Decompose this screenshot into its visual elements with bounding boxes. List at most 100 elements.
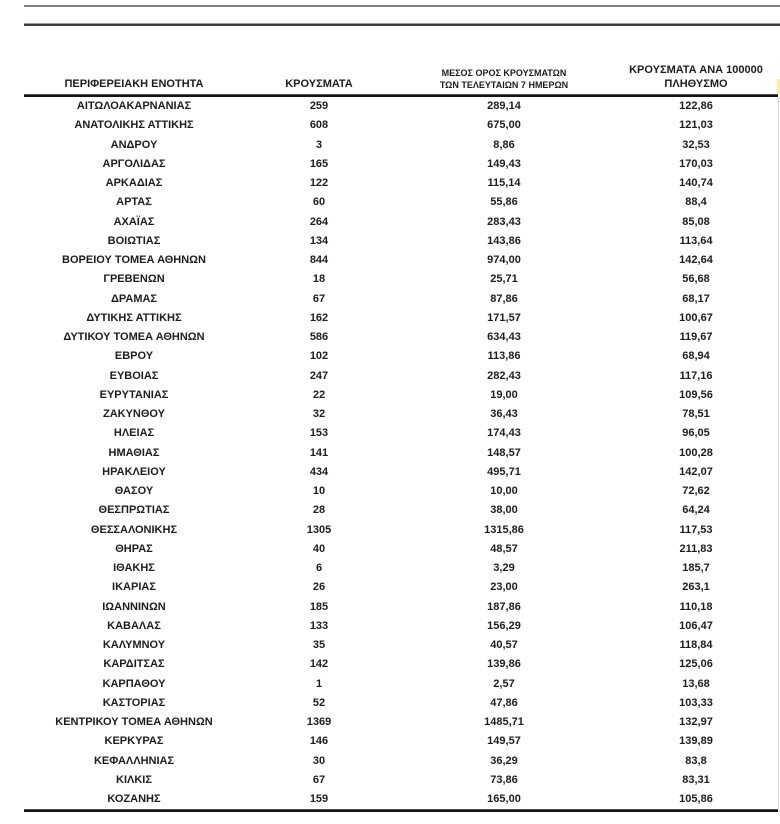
column-header-7day-average: ΜΕΣΟΣ ΟΡΟΣ ΚΡΟΥΣΜΑΤΩΝ ΤΩΝ ΤΕΛΕΥΤΑΙΩΝ 7 Η… — [439, 68, 569, 90]
region-name-cell: ΘΕΣΠΡΩΤΙΑΣ — [98, 504, 170, 517]
region-name-cell: ΑΡΤΑΣ — [116, 196, 152, 209]
avg-7day-cell: 187,86 — [487, 600, 521, 613]
avg-7day-cell: 10,00 — [490, 485, 518, 497]
table-row: ΚΑΛΥΜΝΟΥ 35 40,57 118,84 — [24, 636, 778, 655]
per-100000-cell: 72,62 — [682, 485, 710, 497]
region-name-cell: ΚΑΒΑΛΑΣ — [107, 619, 161, 632]
table-row: ΚΕΦΑΛΛΗΝΙΑΣ 30 36,29 83,8 — [24, 752, 778, 771]
cases-cell: 844 — [309, 254, 329, 266]
cases-cell: 434 — [309, 465, 329, 478]
cases-cell: 134 — [309, 234, 329, 247]
table-row: ΚΑΣΤΟΡΙΑΣ 52 47,86 103,33 — [24, 694, 778, 713]
cases-cell: 146 — [309, 735, 329, 748]
table-row: ΚΑΒΑΛΑΣ 133 156,29 106,47 — [24, 617, 778, 636]
region-name-cell: ΚΑΡΔΙΤΣΑΣ — [103, 658, 165, 671]
table-row: ΔΡΑΜΑΣ 67 87,86 68,17 — [24, 290, 778, 309]
per-100000-cell: 121,03 — [679, 119, 713, 132]
avg-7day-cell: 149,43 — [487, 157, 521, 170]
region-name-cell: ΗΜΑΘΙΑΣ — [108, 446, 160, 459]
per-100000-cell: 106,47 — [679, 619, 713, 632]
cases-cell: 22 — [312, 388, 326, 401]
per-100000-cell: 122,86 — [679, 100, 713, 112]
avg-7day-cell: 974,00 — [487, 254, 521, 266]
top-rule-thin — [24, 5, 780, 7]
per-100000-cell: 142,64 — [679, 254, 713, 266]
region-name-cell: ΔΥΤΙΚΗΣ ΑΤΤΙΚΗΣ — [86, 311, 182, 324]
region-name-cell: ΑΝΑΤΟΛΙΚΗΣ ΑΤΤΙΚΗΣ — [74, 119, 194, 132]
avg-7day-cell: 73,86 — [490, 773, 518, 786]
avg-7day-cell: 113,86 — [487, 350, 521, 363]
table-row: ΘΕΣΠΡΩΤΙΑΣ 28 38,00 64,24 — [24, 501, 778, 520]
table-row: ΖΑΚΥΝΘΟΥ 32 36,43 78,51 — [24, 405, 778, 424]
avg-7day-cell: 1315,86 — [484, 523, 524, 536]
avg-7day-cell: 19,00 — [490, 388, 518, 401]
table-row: ΘΑΣΟΥ 10 10,00 72,62 — [24, 482, 778, 501]
per-100000-cell: 170,03 — [679, 157, 713, 170]
column-header-cases: ΚΡΟΥΣΜΑΤΑ — [285, 78, 353, 90]
region-name-cell: ΕΒΡΟΥ — [114, 350, 154, 363]
table-row: ΑΙΤΩΛΟΑΚΑΡΝΑΝΙΑΣ 259 289,14 122,86 — [24, 97, 778, 116]
region-name-cell: ΘΗΡΑΣ — [115, 542, 153, 555]
cases-cell: 1 — [315, 677, 323, 690]
cases-cell: 608 — [309, 119, 329, 132]
avg-7day-cell: 495,71 — [487, 465, 521, 478]
per-100000-cell: 140,74 — [679, 177, 713, 189]
avg-7day-cell: 25,71 — [490, 273, 518, 286]
table-row: ΒΟΡΕΙΟΥ ΤΟΜΕΑ ΑΘΗΝΩΝ 844 974,00 142,64 — [24, 251, 778, 270]
table-row: ΒΟΙΩΤΙΑΣ 134 143,86 113,64 — [24, 232, 778, 251]
cases-cell: 30 — [312, 754, 326, 767]
region-name-cell: ΔΡΑΜΑΣ — [110, 292, 158, 305]
region-name-cell: ΚΑΛΥΜΝΟΥ — [102, 639, 166, 651]
per-100000-cell: 110,18 — [679, 600, 713, 613]
per-100000-cell: 56,68 — [682, 273, 710, 286]
avg-7day-cell: 634,43 — [487, 331, 521, 343]
cases-cell: 142 — [309, 658, 329, 671]
region-name-cell: ΚΑΣΤΟΡΙΑΣ — [102, 696, 166, 709]
cases-cell: 247 — [309, 369, 329, 382]
region-name-cell: ΘΕΣΣΑΛΟΝΙΚΗΣ — [90, 523, 178, 536]
avg-7day-cell: 8,86 — [493, 138, 515, 151]
avg-7day-cell: 283,43 — [487, 215, 521, 228]
per-100000-cell: 85,08 — [682, 215, 710, 228]
per-100000-cell: 105,86 — [679, 793, 713, 805]
avg-7day-cell: 48,57 — [490, 542, 518, 555]
region-name-cell: ΘΑΣΟΥ — [114, 485, 154, 497]
table-row: ΑΡΓΟΛΙΔΑΣ 165 149,43 170,03 — [24, 155, 778, 174]
region-name-cell: ΑΝΔΡΟΥ — [110, 138, 158, 151]
cases-cell: 159 — [309, 793, 329, 805]
top-rule-thick — [24, 23, 780, 26]
header-rule — [24, 94, 778, 97]
per-100000-cell: 119,67 — [679, 331, 713, 343]
per-100000-cell: 96,05 — [682, 427, 710, 440]
per-100000-cell: 185,7 — [682, 562, 710, 574]
cases-cell: 60 — [312, 196, 326, 209]
avg-7day-cell: 36,43 — [490, 408, 518, 420]
per-100000-cell: 100,28 — [679, 446, 713, 459]
column-header-per-100000: ΚΡΟΥΣΜΑΤΑ ΑΝΑ 100000 ΠΛΗΘΥΣΜΟ — [629, 64, 763, 90]
cases-cell: 32 — [312, 408, 326, 420]
region-name-cell: ΙΚΑΡΙΑΣ — [112, 581, 156, 594]
avg-7day-cell: 47,86 — [490, 696, 518, 709]
table-row: ΑΡΚΑΔΙΑΣ 122 115,14 140,74 — [24, 174, 778, 193]
per-100000-cell: 118,84 — [679, 639, 713, 651]
avg-7day-cell: 282,43 — [487, 369, 521, 382]
region-name-cell: ΔΥΤΙΚΟΥ ΤΟΜΕΑ ΑΘΗΝΩΝ — [63, 331, 205, 343]
region-name-cell: ΗΡΑΚΛΕΙΟΥ — [102, 465, 166, 478]
column-header-region: ΠΕΡΙΦΕΡΕΙΑΚΗ ΕΝΟΤΗΤΑ — [64, 78, 204, 90]
table-row: ΔΥΤΙΚΗΣ ΑΤΤΙΚΗΣ 162 171,57 100,67 — [24, 309, 778, 328]
per-100000-cell: 263,1 — [682, 581, 710, 594]
cases-cell: 1369 — [306, 716, 332, 728]
table-row: ΕΒΡΟΥ 102 113,86 68,94 — [24, 347, 778, 366]
region-name-cell: ΚΟΖΑΝΗΣ — [107, 793, 161, 805]
region-name-cell: ΑΡΓΟΛΙΔΑΣ — [102, 157, 166, 170]
avg-7day-cell: 87,86 — [490, 292, 518, 305]
table-row: ΙΩΑΝΝΙΝΩΝ 185 187,86 110,18 — [24, 598, 778, 617]
cases-cell: 18 — [312, 273, 326, 286]
cases-cell: 141 — [309, 446, 329, 459]
table-row: ΘΗΡΑΣ 40 48,57 211,83 — [24, 540, 778, 559]
avg-7day-cell: 174,43 — [487, 427, 521, 440]
cases-cell: 6 — [315, 562, 323, 574]
per-100000-cell: 211,83 — [679, 542, 713, 555]
per-100000-cell: 13,68 — [682, 677, 710, 690]
table-row: ΕΥΡΥΤΑΝΙΑΣ 22 19,00 109,56 — [24, 386, 778, 405]
